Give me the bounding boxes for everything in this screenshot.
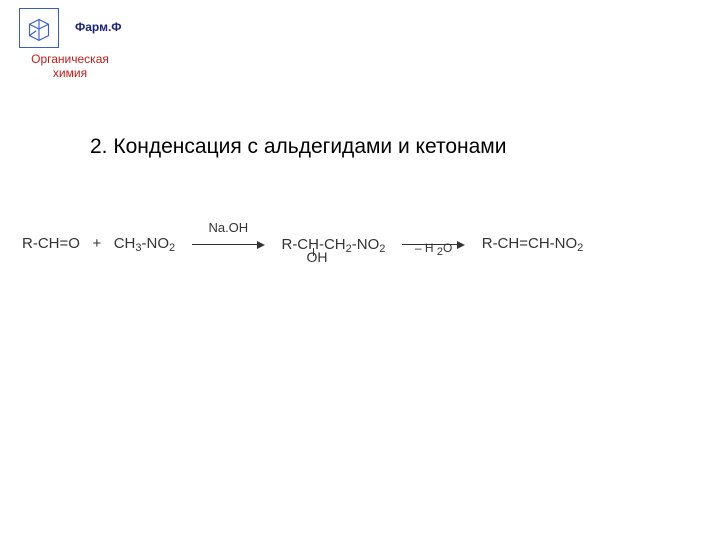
farm-label: Фарм.Ф (75, 20, 122, 34)
plus-sign: + (92, 235, 101, 252)
reactant-aldehyde: R-CH=O (22, 235, 80, 252)
reaction-scheme: R-CH=O + CH3-NO2 Na.OH R-CH-CH2-NO2 OH –… (22, 235, 583, 253)
logo-block: Фарм.Ф Органическая химия (15, 8, 125, 81)
subject-label: Органическая химия (15, 52, 125, 81)
elimination-label: – H 2O (415, 241, 452, 255)
reagent-label: Na.OH (208, 220, 248, 235)
product-nitroalkene: R-CH=CH-NO2 (482, 235, 584, 252)
hydroxyl-branch: OH (306, 250, 327, 264)
arrow-step2: – H 2O (402, 236, 465, 253)
subject-line1: Органическая (31, 52, 109, 66)
intermediate-nitroaldol: R-CH-CH2-NO2 OH (281, 236, 385, 253)
slide-title: 2. Конденсация с альдегидами и кетонами (90, 135, 506, 159)
arrow-step1: Na.OH (192, 236, 265, 253)
subject-line2: химия (53, 66, 87, 80)
reactant-nitromethane: CH3-NO2 (114, 235, 175, 252)
molecule-icon (19, 8, 59, 48)
